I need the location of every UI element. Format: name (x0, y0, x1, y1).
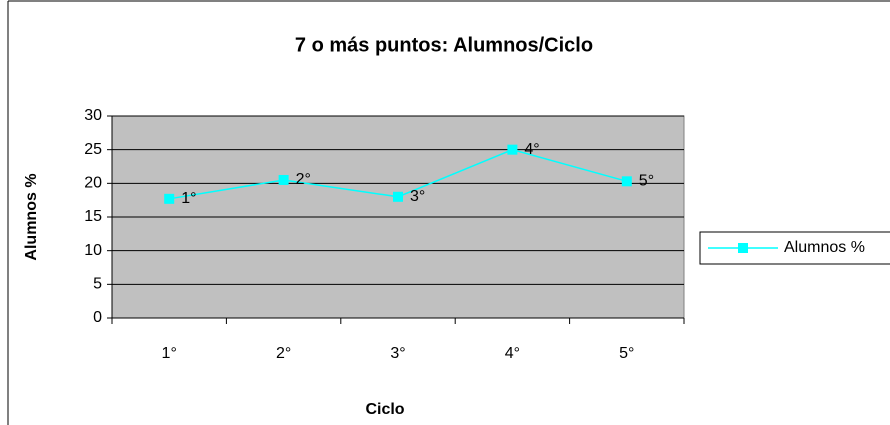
x-tick-label: 4° (505, 345, 520, 362)
y-tick-label: 5 (93, 276, 102, 293)
x-tick-label: 1° (162, 345, 177, 362)
y-tick-label: 30 (84, 107, 102, 124)
y-tick-label: 10 (84, 242, 102, 259)
point-marker (278, 174, 289, 185)
x-axis-label: Ciclo (365, 401, 404, 418)
x-tick-label: 5° (619, 345, 634, 362)
data-label: 2° (296, 171, 311, 188)
legend-label: Alumnos % (784, 239, 865, 256)
data-label: 3° (410, 188, 425, 205)
data-label: 4° (524, 141, 539, 158)
point-marker (393, 191, 403, 202)
point-marker (507, 144, 518, 155)
y-tick-label: 20 (84, 175, 102, 192)
y-tick-label: 15 (84, 208, 102, 225)
point-marker (621, 176, 632, 187)
x-tick-label: 2° (276, 345, 291, 362)
y-tick-label: 0 (93, 309, 102, 326)
legend-marker (738, 243, 748, 253)
data-label: 1° (181, 190, 196, 207)
data-label: 5° (639, 173, 654, 190)
x-tick-label: 3° (390, 345, 405, 362)
y-tick-label: 25 (84, 141, 102, 158)
y-axis-label: Alumnos % (23, 173, 40, 260)
point-marker (164, 193, 175, 204)
chart-title: 7 o más puntos: Alumnos/Ciclo (295, 34, 593, 56)
